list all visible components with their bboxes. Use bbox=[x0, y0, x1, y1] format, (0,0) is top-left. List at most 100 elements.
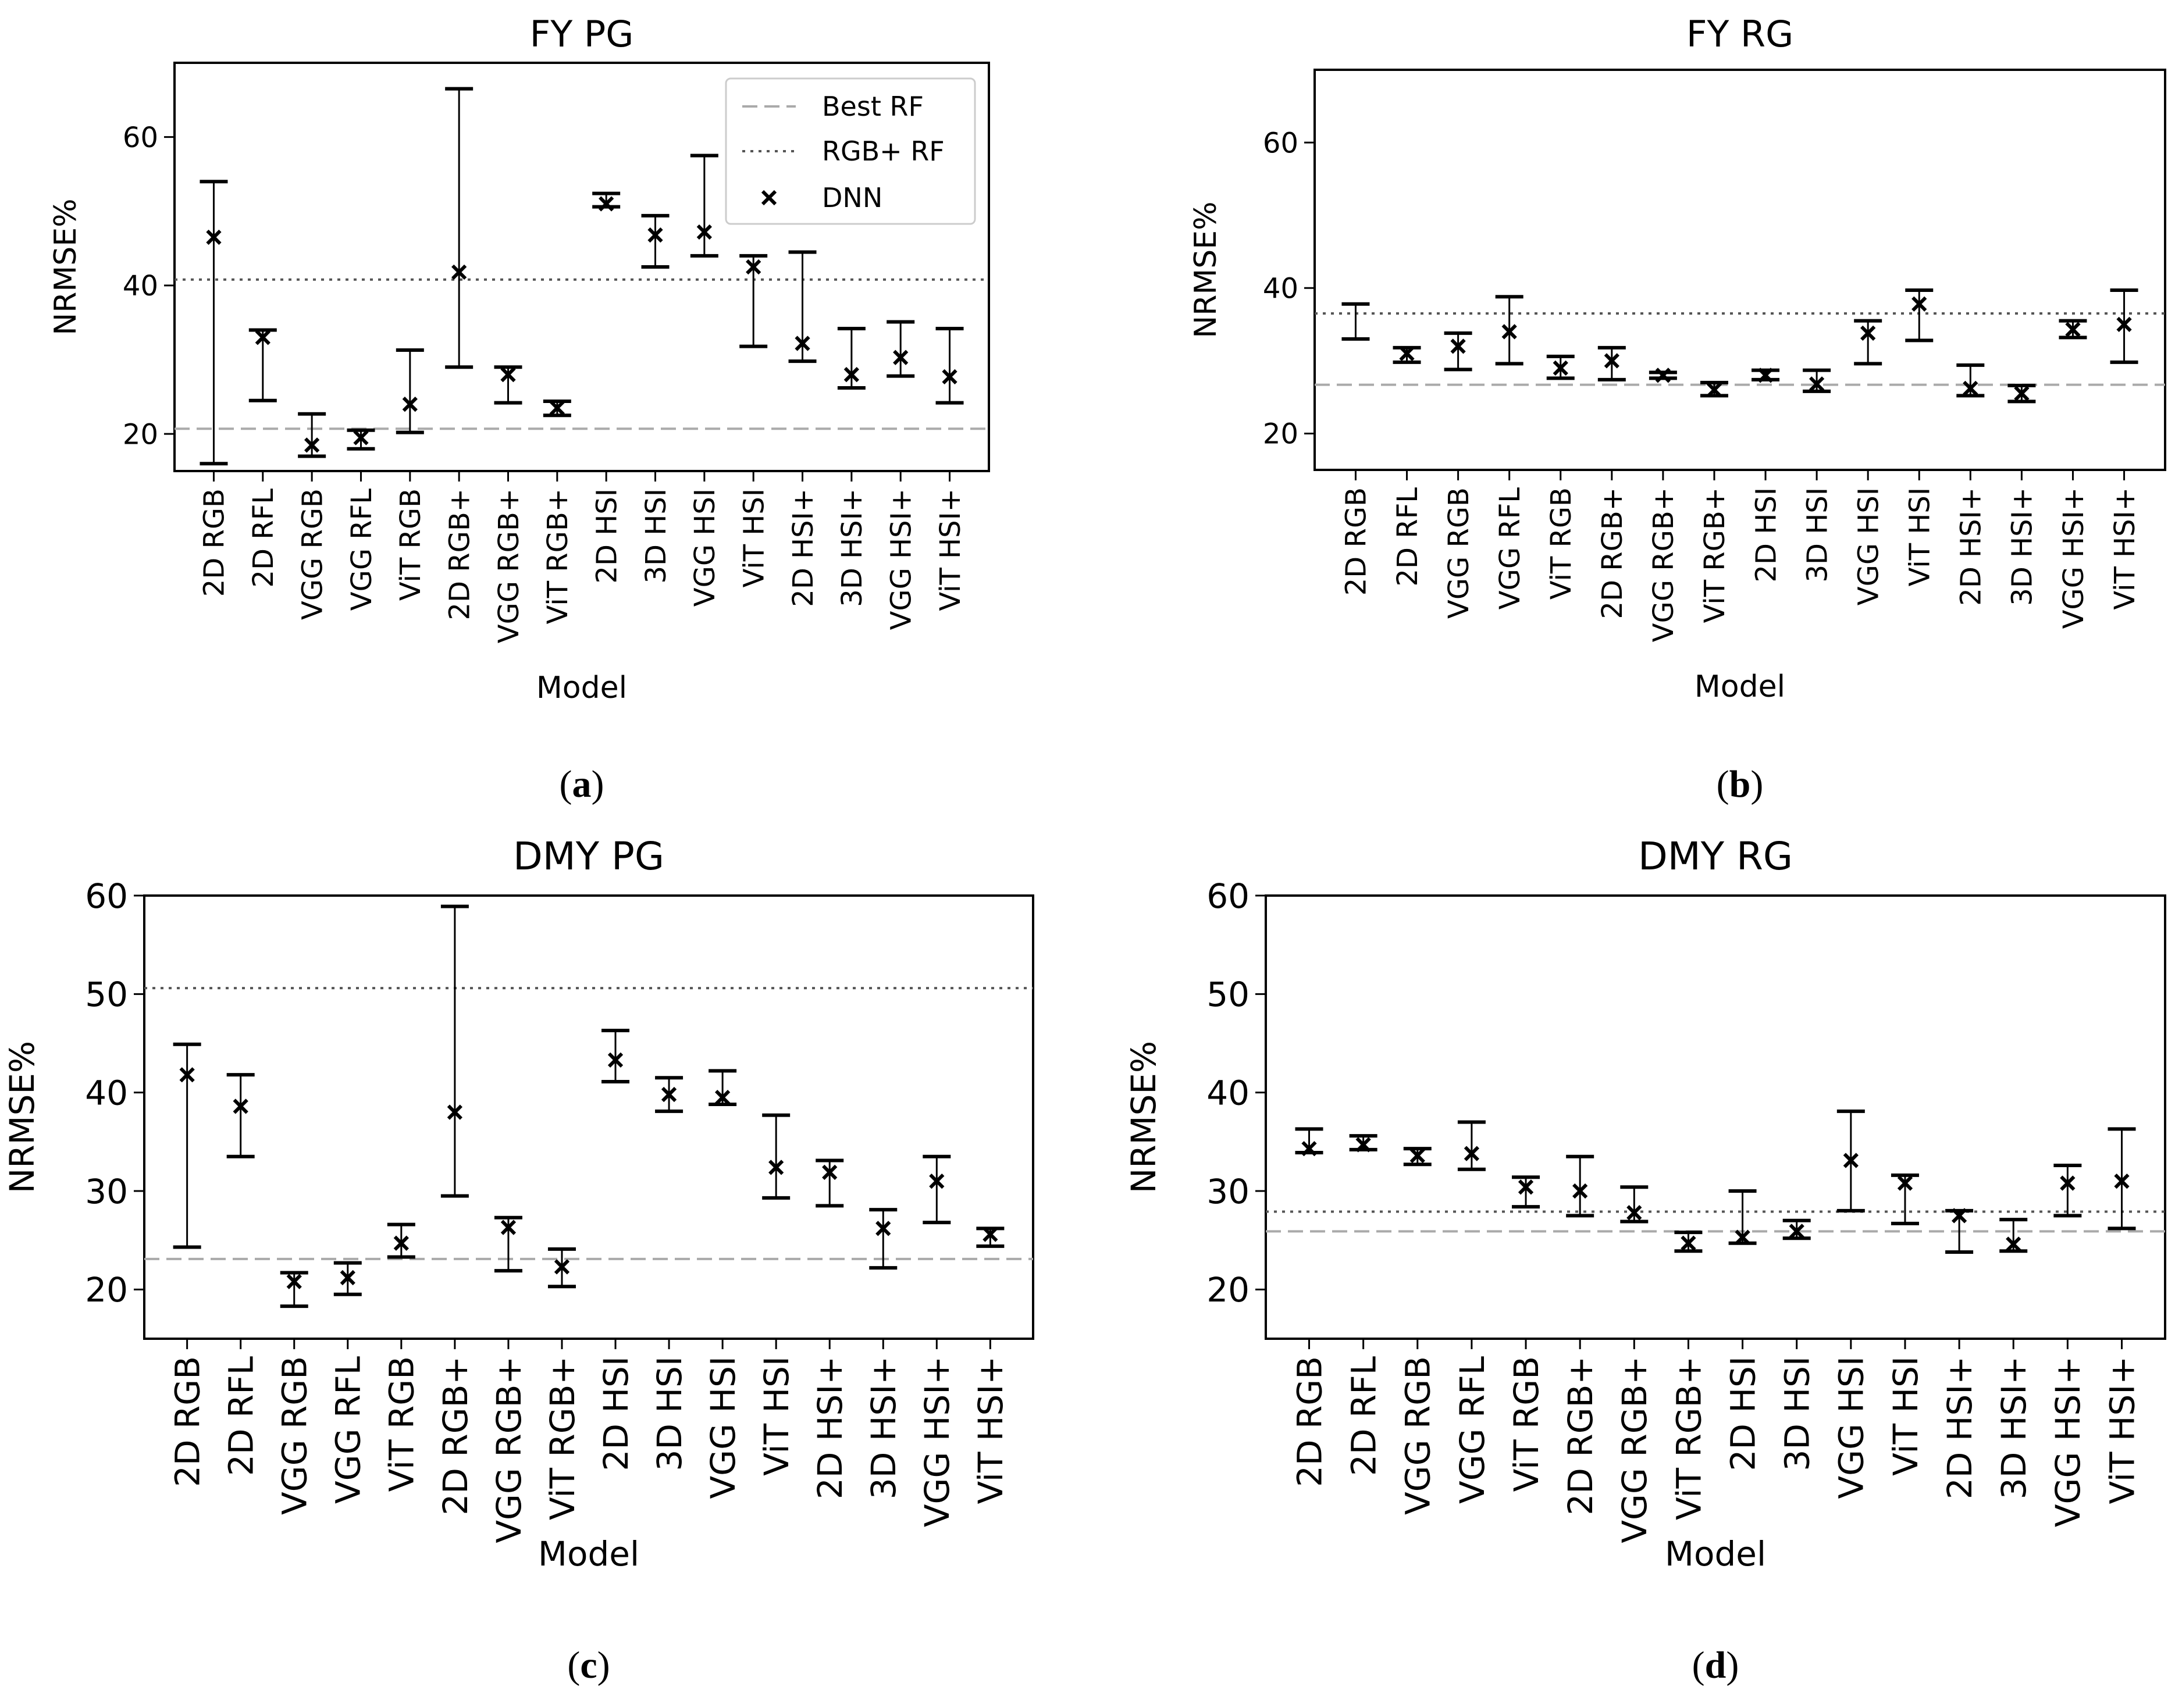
x-tick-label: VGG HSI bbox=[689, 488, 721, 607]
x-tick-label: 2D HSI bbox=[1723, 1356, 1763, 1471]
legend-label: RGB+ RF bbox=[822, 136, 945, 167]
y-axis-label: NRMSE% bbox=[1124, 1041, 1163, 1193]
x-tick-label: 3D HSI bbox=[640, 488, 672, 583]
x-tick-label: 2D HSI bbox=[596, 1356, 636, 1471]
data-point bbox=[1860, 325, 1876, 341]
plot-frame bbox=[143, 894, 1034, 1340]
data-point bbox=[206, 229, 222, 245]
x-tick-label: 2D HSI+ bbox=[810, 1356, 850, 1499]
x-tick-label: ViT RGB bbox=[1545, 487, 1578, 600]
marker-stroke bbox=[1518, 1179, 1534, 1195]
data-point bbox=[1355, 1137, 1371, 1153]
marker-stroke bbox=[875, 1221, 891, 1236]
y-tick-label: 50 bbox=[1206, 975, 1250, 1014]
x-tick-label: ViT HSI+ bbox=[2109, 487, 2141, 610]
marker-stroke bbox=[500, 1220, 517, 1235]
data-point bbox=[340, 1270, 355, 1286]
marker-stroke bbox=[1626, 1205, 1642, 1221]
data-point bbox=[179, 1067, 195, 1083]
data-point bbox=[451, 264, 467, 280]
marker-stroke bbox=[2065, 322, 2081, 337]
data-point bbox=[1789, 1224, 1804, 1239]
x-tick-label: VGG RGB+ bbox=[1615, 1356, 1654, 1543]
chart-a: FY PG 20 40 60 NRMSE% 2D RGB 2D RFL VGG RGB VGG … bbox=[48, 13, 990, 805]
x-tick-label: VGG RFL bbox=[1494, 487, 1526, 609]
x-tick-label: VGG RFL bbox=[329, 1356, 368, 1504]
y-axis-label: NRMSE% bbox=[1188, 201, 1223, 338]
marker-stroke bbox=[1963, 380, 1978, 397]
marker-stroke bbox=[2116, 316, 2132, 332]
x-tick-label: 2D RGB bbox=[1340, 487, 1373, 596]
chart-b: FY RG 20 40 60 NRMSE% 2D RGB 2D RFL VGG RGB VGG … bbox=[1188, 13, 2166, 805]
data-point bbox=[983, 1226, 998, 1242]
y-tick-label: 20 bbox=[123, 418, 158, 451]
marker-stroke bbox=[500, 366, 516, 383]
marker-stroke bbox=[1399, 345, 1415, 361]
x-tick-label: VGG RGB bbox=[296, 488, 329, 620]
marker-stroke bbox=[286, 1274, 302, 1289]
x-tick-label: 2D RGB+ bbox=[436, 1356, 475, 1516]
data-point bbox=[500, 366, 516, 383]
x-tick-label: ViT RGB bbox=[1507, 1356, 1546, 1492]
marker-stroke bbox=[696, 224, 712, 240]
x-tick-label: VGG RFL bbox=[1453, 1356, 1492, 1504]
data-point bbox=[893, 350, 909, 365]
x-tick-label: ViT HSI+ bbox=[971, 1356, 1010, 1504]
y-tick-label: 20 bbox=[1263, 418, 1298, 451]
x-tick-label: 2D HSI bbox=[590, 488, 623, 583]
y-tick-label: 40 bbox=[123, 270, 158, 302]
data-point bbox=[822, 1164, 838, 1180]
x-tick-label: ViT RGB bbox=[394, 488, 427, 601]
marker-stroke bbox=[1572, 1183, 1588, 1199]
x-tick-label: VGG HSI+ bbox=[2048, 1356, 2088, 1527]
x-tick-label: 2D RGB bbox=[1290, 1356, 1329, 1487]
data-point bbox=[286, 1274, 302, 1289]
x-tick-label: 2D HSI+ bbox=[1955, 487, 1988, 606]
y-tick-label: 30 bbox=[85, 1172, 128, 1211]
data-point bbox=[942, 369, 957, 385]
data-point bbox=[1501, 324, 1517, 340]
marker-stroke bbox=[1897, 1175, 1913, 1191]
x-axis-label: Model bbox=[1665, 1534, 1766, 1574]
legend-marker bbox=[761, 190, 777, 206]
data-point bbox=[1963, 380, 1978, 397]
marker-stroke bbox=[1655, 368, 1671, 383]
marker-stroke bbox=[1355, 1137, 1371, 1153]
data-point bbox=[875, 1221, 891, 1236]
x-axis-label: Model bbox=[1695, 669, 1785, 704]
data-point bbox=[1809, 376, 1825, 392]
x-tick-label: 2D RFL bbox=[1391, 487, 1424, 587]
plot-frame bbox=[173, 62, 990, 472]
marker-stroke bbox=[647, 227, 663, 243]
x-tick-label: ViT HSI bbox=[738, 488, 770, 587]
subfigure-caption: (c) bbox=[567, 1644, 610, 1686]
marker-stroke bbox=[393, 1235, 409, 1251]
marker-stroke bbox=[2006, 1236, 2021, 1252]
marker-stroke bbox=[2060, 1175, 2076, 1191]
x-tick-label: 2D RGB+ bbox=[1561, 1356, 1600, 1516]
marker-stroke bbox=[843, 366, 859, 383]
data-point bbox=[696, 224, 712, 240]
marker-stroke bbox=[1809, 376, 1825, 392]
x-tick-label: ViT RGB+ bbox=[542, 488, 574, 624]
marker-stroke bbox=[554, 1259, 570, 1275]
marker-stroke bbox=[1501, 324, 1517, 340]
x-axis-label: Model bbox=[538, 1534, 639, 1574]
legend-label: DNN bbox=[822, 182, 882, 213]
marker-stroke bbox=[1843, 1153, 1859, 1168]
x-tick-label: 3D HSI+ bbox=[2006, 487, 2039, 606]
marker-stroke bbox=[746, 259, 761, 275]
data-point bbox=[1757, 368, 1774, 383]
x-tick-label: ViT HSI bbox=[757, 1356, 796, 1476]
chart-title: FY RG bbox=[1686, 13, 1793, 55]
x-tick-label: VGG RGB bbox=[275, 1356, 315, 1515]
data-point bbox=[2065, 322, 2081, 337]
marker-stroke bbox=[893, 350, 909, 365]
data-point bbox=[447, 1104, 463, 1120]
y-tick-label: 60 bbox=[1263, 127, 1298, 159]
marker-stroke bbox=[1789, 1224, 1804, 1239]
marker-stroke bbox=[1301, 1141, 1317, 1157]
data-point bbox=[2116, 316, 2132, 332]
data-point bbox=[1464, 1146, 1480, 1161]
marker-stroke bbox=[1911, 296, 1927, 312]
